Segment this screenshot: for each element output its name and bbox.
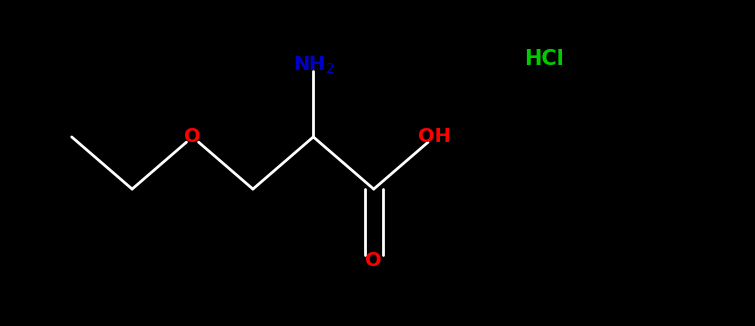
Text: OH: OH <box>418 127 451 146</box>
Text: NH$_2$: NH$_2$ <box>292 54 334 76</box>
Text: O: O <box>184 127 201 146</box>
Text: HCl: HCl <box>524 49 563 69</box>
Text: O: O <box>365 251 382 270</box>
